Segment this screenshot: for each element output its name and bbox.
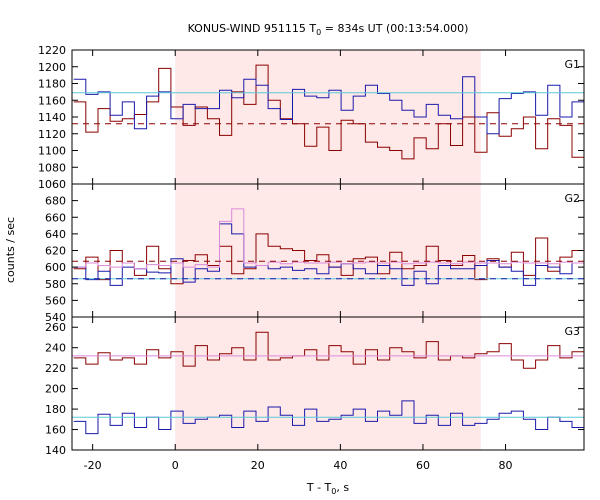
- panel-g1: 1060 1080 1100 1120 1140 1160 1180 1200 1220 G1: [38, 44, 585, 191]
- panel-label: G3: [564, 325, 580, 338]
- y-tick-label: 140: [45, 444, 66, 457]
- y-tick-label: 260: [45, 321, 66, 334]
- y-tick-label: 1100: [38, 145, 66, 158]
- y-tick-label: 1220: [38, 44, 66, 57]
- shaded-interval: [175, 50, 481, 184]
- x-tick-label: 80: [499, 459, 513, 472]
- panel-label: G1: [564, 58, 580, 71]
- y-tick-label: 680: [45, 195, 66, 208]
- y-tick-label: 1160: [38, 94, 66, 107]
- panel-g2: 540 560 580 600 620 640 660 680 G2: [45, 183, 585, 324]
- x-axis-label: T - T0, s: [306, 481, 349, 496]
- y-tick-label: 220: [45, 362, 66, 375]
- panel-series-group: [72, 64, 584, 160]
- x-tick-label: 0: [172, 459, 179, 472]
- y-tick-label: 240: [45, 342, 66, 355]
- y-tick-label: 660: [45, 211, 66, 224]
- y-tick-label: 540: [45, 311, 66, 324]
- panel-series-group: [72, 208, 584, 286]
- y-tick-label: 1120: [38, 128, 66, 141]
- chart-title: KONUS-WIND 951115 T0 = 834s UT (00:13:54…: [188, 22, 469, 37]
- shaded-interval: [175, 317, 481, 450]
- y-tick-label: 160: [45, 424, 66, 437]
- panel-frame: [71, 316, 585, 451]
- y-tick-label: 1200: [38, 61, 66, 74]
- y-tick-label: 1140: [38, 111, 66, 124]
- panel-label: G2: [564, 192, 580, 205]
- panels-layer: 1060 1080 1100 1120 1140 1160 1180 1200 1220 G1 54…: [38, 44, 585, 472]
- shaded-interval: [175, 184, 481, 317]
- series-pink-step: [73, 208, 584, 270]
- y-tick-label: 180: [45, 403, 66, 416]
- y-tick-label: 1060: [38, 178, 66, 191]
- y-tick-label: 1180: [38, 78, 66, 91]
- chart-title-suffix: = 834s UT (00:13:54.000): [321, 22, 468, 35]
- series-red-step: [73, 331, 584, 369]
- y-tick-label: 200: [45, 383, 66, 396]
- x-tick-label: 20: [251, 459, 265, 472]
- panel-g3: 140 160 180 200 220 240 260 G3: [45, 316, 585, 457]
- y-tick-label: 600: [45, 261, 66, 274]
- chart-title-prefix: KONUS-WIND 951115 T: [188, 22, 317, 35]
- y-axis-label: counts / sec: [4, 217, 17, 283]
- chart-title-subscript: 0: [316, 28, 321, 37]
- series-blue-step: [73, 76, 584, 135]
- x-axis-label-suffix: , s: [336, 481, 349, 494]
- y-tick-label: 1080: [38, 161, 66, 174]
- y-tick-label: 560: [45, 294, 66, 307]
- y-tick-label: 620: [45, 245, 66, 258]
- x-tick-label: -20: [84, 459, 102, 472]
- y-tick-label: 580: [45, 278, 66, 291]
- panel-series-group: [72, 331, 584, 439]
- x-axis-label-prefix: T - T: [306, 481, 332, 494]
- y-tick-label: 640: [45, 228, 66, 241]
- x-tick-label: 60: [416, 459, 430, 472]
- x-axis-label-subscript: 0: [331, 487, 336, 496]
- x-tick-label: 40: [333, 459, 347, 472]
